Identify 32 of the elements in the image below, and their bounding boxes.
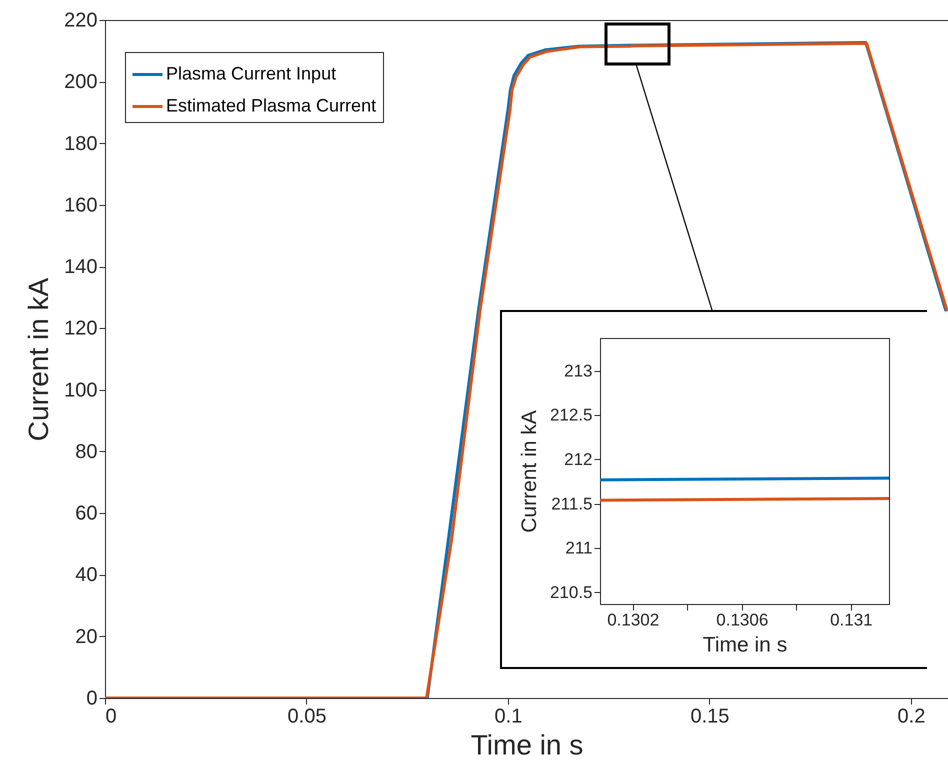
y-tick-label: 100 [64, 379, 98, 402]
y-axis-title: Current in kA [23, 277, 54, 442]
x-tick-label: 0.131 [830, 610, 873, 630]
y-tick-label: 160 [64, 194, 98, 216]
y-tick-label: 220 [64, 10, 98, 32]
y-tick-label: 0 [86, 688, 98, 710]
y-tick-label: 60 [75, 502, 98, 525]
y-tick-label: 213 [564, 361, 592, 380]
y-tick-label: 212.5 [550, 406, 592, 425]
y-tick-label: 40 [75, 564, 98, 586]
y-tick-label: 211 [565, 538, 592, 558]
legend-label: Plasma Current Input [166, 64, 336, 84]
y-tick-label: 20 [75, 626, 98, 648]
y-tick-label: 180 [64, 132, 98, 155]
y-axis-title: Current in kA [518, 410, 541, 533]
y-tick-label: 80 [75, 440, 98, 463]
y-tick-label: 140 [64, 256, 98, 278]
y-tick-label: 120 [64, 318, 98, 340]
x-tick-label: 0.1306 [716, 610, 768, 630]
y-tick-label: 200 [64, 71, 98, 94]
x-tick-label: 0.1 [494, 706, 522, 728]
y-tick-label: 211.5 [551, 494, 592, 514]
x-tick-label: 0.05 [288, 706, 326, 728]
x-axis-title: Time in s [470, 730, 584, 760]
x-tick-label: 0.2 [898, 706, 926, 728]
legend-label: Estimated Plasma Current [166, 96, 376, 116]
y-tick-label: 212 [564, 450, 592, 469]
x-axis-title: Time in s [702, 634, 788, 656]
x-tick-label: 0.1302 [607, 610, 660, 630]
x-tick-label: 0 [106, 706, 117, 728]
y-tick-label: 210.5 [550, 582, 592, 602]
x-tick-label: 0.15 [690, 706, 730, 728]
